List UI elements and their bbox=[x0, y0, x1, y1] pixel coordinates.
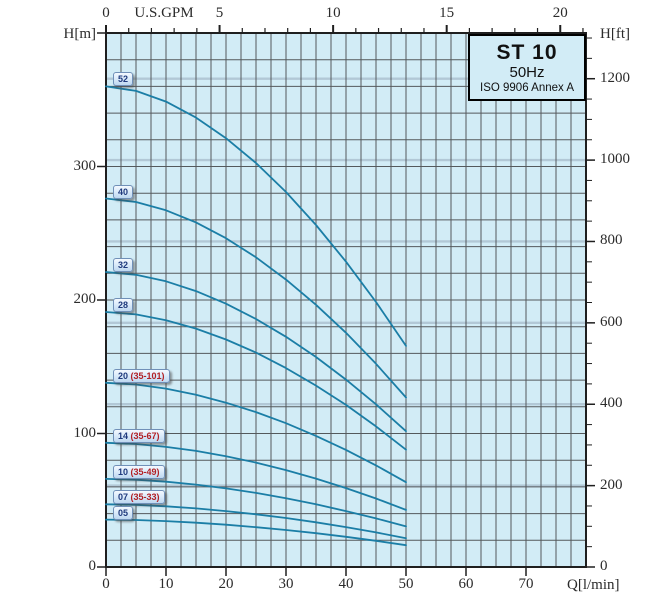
curve-05 bbox=[105, 518, 407, 547]
pump-standard: ISO 9906 Annex A bbox=[480, 82, 574, 94]
right-tick-label: 600 bbox=[600, 313, 623, 330]
curve-badge-28: 28 bbox=[113, 298, 134, 312]
pump-frequency: 50Hz bbox=[509, 64, 545, 81]
bottom-tick-label: 30 bbox=[278, 576, 294, 592]
curve-badge-07: 07 (35-33) bbox=[113, 490, 165, 505]
curve-20 bbox=[105, 381, 407, 484]
badge-model-range: (35-33) bbox=[128, 492, 160, 503]
badge-stage-number: 20 bbox=[118, 370, 129, 381]
right-tick-label: 1000 bbox=[600, 151, 630, 168]
bottom-axis-unit-label: Q[l/min] bbox=[567, 577, 620, 593]
left-tick-label: 300 bbox=[73, 157, 97, 174]
badge-stage-number: 40 bbox=[118, 186, 129, 197]
badge-stage-number: 07 bbox=[118, 492, 129, 503]
badge-stage-number: 32 bbox=[118, 259, 129, 270]
curve-badge-32: 32 bbox=[113, 257, 134, 272]
right-tick-label: 1200 bbox=[600, 69, 630, 86]
top-tick-label: 20 bbox=[552, 5, 568, 21]
curve-28 bbox=[105, 311, 407, 451]
top-tick-label: 15 bbox=[439, 5, 455, 21]
badge-model-range: (35-67) bbox=[128, 430, 160, 441]
badge-model-range: (35-49) bbox=[128, 466, 160, 477]
curve-badge-05: 05 bbox=[113, 505, 134, 520]
badge-stage-number: 28 bbox=[118, 300, 129, 310]
curve-32 bbox=[105, 271, 407, 433]
badge-stage-number: 05 bbox=[118, 507, 129, 518]
top-tick-label: 10 bbox=[325, 5, 341, 21]
left-tick-label: 0 bbox=[88, 558, 97, 574]
bottom-tick-label: 70 bbox=[518, 576, 534, 592]
pump-model: ST 10 bbox=[496, 41, 558, 64]
bottom-tick-label: 0 bbox=[102, 576, 110, 592]
curve-badge-20: 20 (35-101) bbox=[113, 368, 170, 383]
bottom-tick-label: 10 bbox=[158, 576, 174, 592]
right-axis-unit-label: H[ft] bbox=[600, 26, 630, 42]
badge-stage-number: 10 bbox=[118, 466, 129, 477]
title-box: ST 10 50Hz ISO 9906 Annex A bbox=[468, 34, 586, 101]
badge-model-range: (35-101) bbox=[128, 370, 165, 381]
right-tick-label: 200 bbox=[600, 476, 623, 493]
left-tick-label: 200 bbox=[73, 291, 97, 307]
top-tick-label: 0 bbox=[102, 5, 110, 21]
bottom-tick-label: 20 bbox=[218, 576, 234, 592]
top-axis-unit-label: U.S.GPM bbox=[134, 5, 194, 21]
curve-52 bbox=[105, 85, 407, 347]
curve-14 bbox=[105, 441, 407, 511]
bottom-tick-label: 60 bbox=[458, 576, 474, 592]
right-tick-label: 800 bbox=[600, 232, 623, 249]
badge-stage-number: 14 bbox=[118, 430, 129, 441]
badge-stage-number: 52 bbox=[118, 74, 129, 85]
right-tick-label: 400 bbox=[600, 395, 623, 412]
curve-badge-10: 10 (35-49) bbox=[113, 464, 165, 479]
curve-10 bbox=[105, 478, 407, 528]
bottom-tick-label: 40 bbox=[338, 576, 354, 592]
top-tick-label: 5 bbox=[215, 5, 224, 21]
left-axis-unit-label: H[m] bbox=[63, 26, 97, 42]
curve-badge-40: 40 bbox=[113, 184, 134, 199]
right-tick-label: 0 bbox=[600, 558, 608, 574]
curve-40 bbox=[105, 197, 407, 399]
curve-07 bbox=[105, 503, 407, 540]
curve-badge-14: 14 (35-67) bbox=[113, 428, 165, 443]
curve-badge-52: 52 bbox=[113, 72, 134, 87]
left-tick-label: 100 bbox=[73, 424, 97, 441]
plot-border bbox=[105, 32, 587, 568]
bottom-tick-label: 50 bbox=[398, 576, 414, 592]
